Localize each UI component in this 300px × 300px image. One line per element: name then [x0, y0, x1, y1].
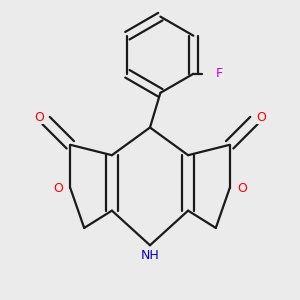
Text: NH: NH	[141, 249, 159, 262]
Text: F: F	[216, 67, 223, 80]
Text: O: O	[34, 111, 44, 124]
Text: O: O	[53, 182, 63, 195]
Text: O: O	[256, 111, 266, 124]
Text: O: O	[237, 182, 247, 195]
